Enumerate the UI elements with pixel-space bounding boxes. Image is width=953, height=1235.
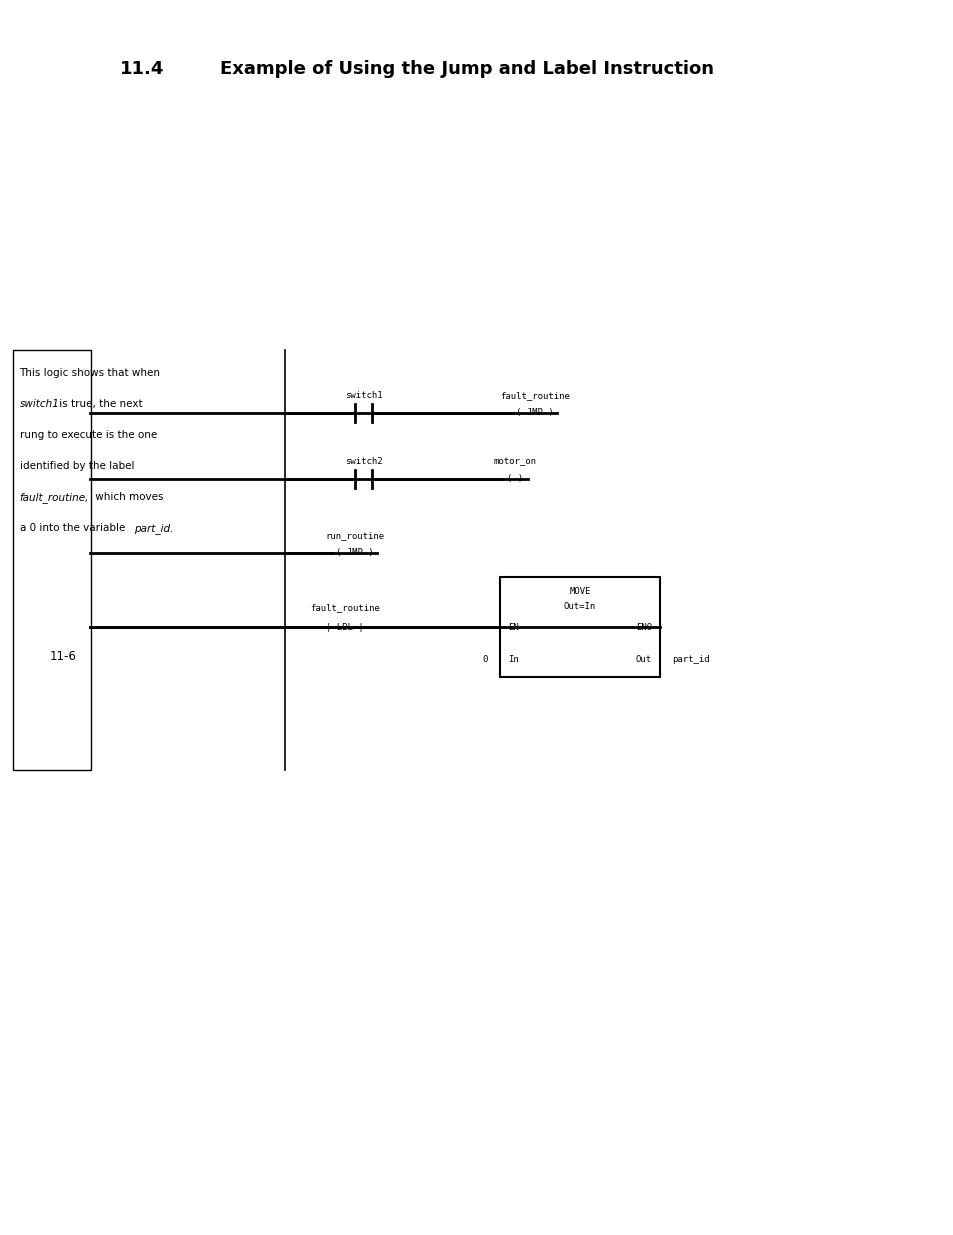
Text: which moves: which moves — [92, 492, 164, 501]
Text: Example of Using the Jump and Label Instruction: Example of Using the Jump and Label Inst… — [220, 61, 713, 78]
Text: fault_routine: fault_routine — [310, 603, 379, 613]
Text: 0: 0 — [482, 656, 488, 664]
Text: identified by the label: identified by the label — [19, 461, 133, 471]
Text: This logic shows that when: This logic shows that when — [19, 368, 160, 378]
Text: a 0 into the variable: a 0 into the variable — [19, 522, 128, 534]
Text: ( JMP ): ( JMP ) — [516, 409, 554, 417]
Text: EN: EN — [507, 622, 518, 631]
Text: Out=In: Out=In — [563, 601, 596, 611]
Text: part_id.: part_id. — [133, 522, 173, 534]
Text: fault_routine,: fault_routine, — [19, 492, 89, 503]
Text: Out: Out — [636, 656, 651, 664]
Text: 11.4: 11.4 — [120, 61, 164, 78]
Text: switch1: switch1 — [344, 391, 382, 400]
Bar — [499, 577, 659, 677]
Text: ENO: ENO — [636, 622, 651, 631]
Text: ( ): ( ) — [506, 474, 522, 483]
Text: In: In — [507, 656, 518, 664]
Text: | LBL |: | LBL | — [326, 622, 363, 631]
Bar — [12, 350, 91, 769]
Text: fault_routine: fault_routine — [499, 391, 569, 400]
Text: rung to execute is the one: rung to execute is the one — [19, 430, 156, 440]
Text: 11-6: 11-6 — [50, 650, 77, 663]
Text: switch2: switch2 — [344, 457, 382, 466]
Text: is true, the next: is true, the next — [56, 399, 142, 409]
Text: switch1: switch1 — [19, 399, 59, 409]
Text: ( JMP ): ( JMP ) — [335, 548, 374, 557]
Text: motor_on: motor_on — [493, 457, 536, 466]
Text: part_id: part_id — [671, 656, 709, 664]
Text: run_routine: run_routine — [325, 531, 384, 540]
Text: MOVE: MOVE — [569, 587, 590, 597]
